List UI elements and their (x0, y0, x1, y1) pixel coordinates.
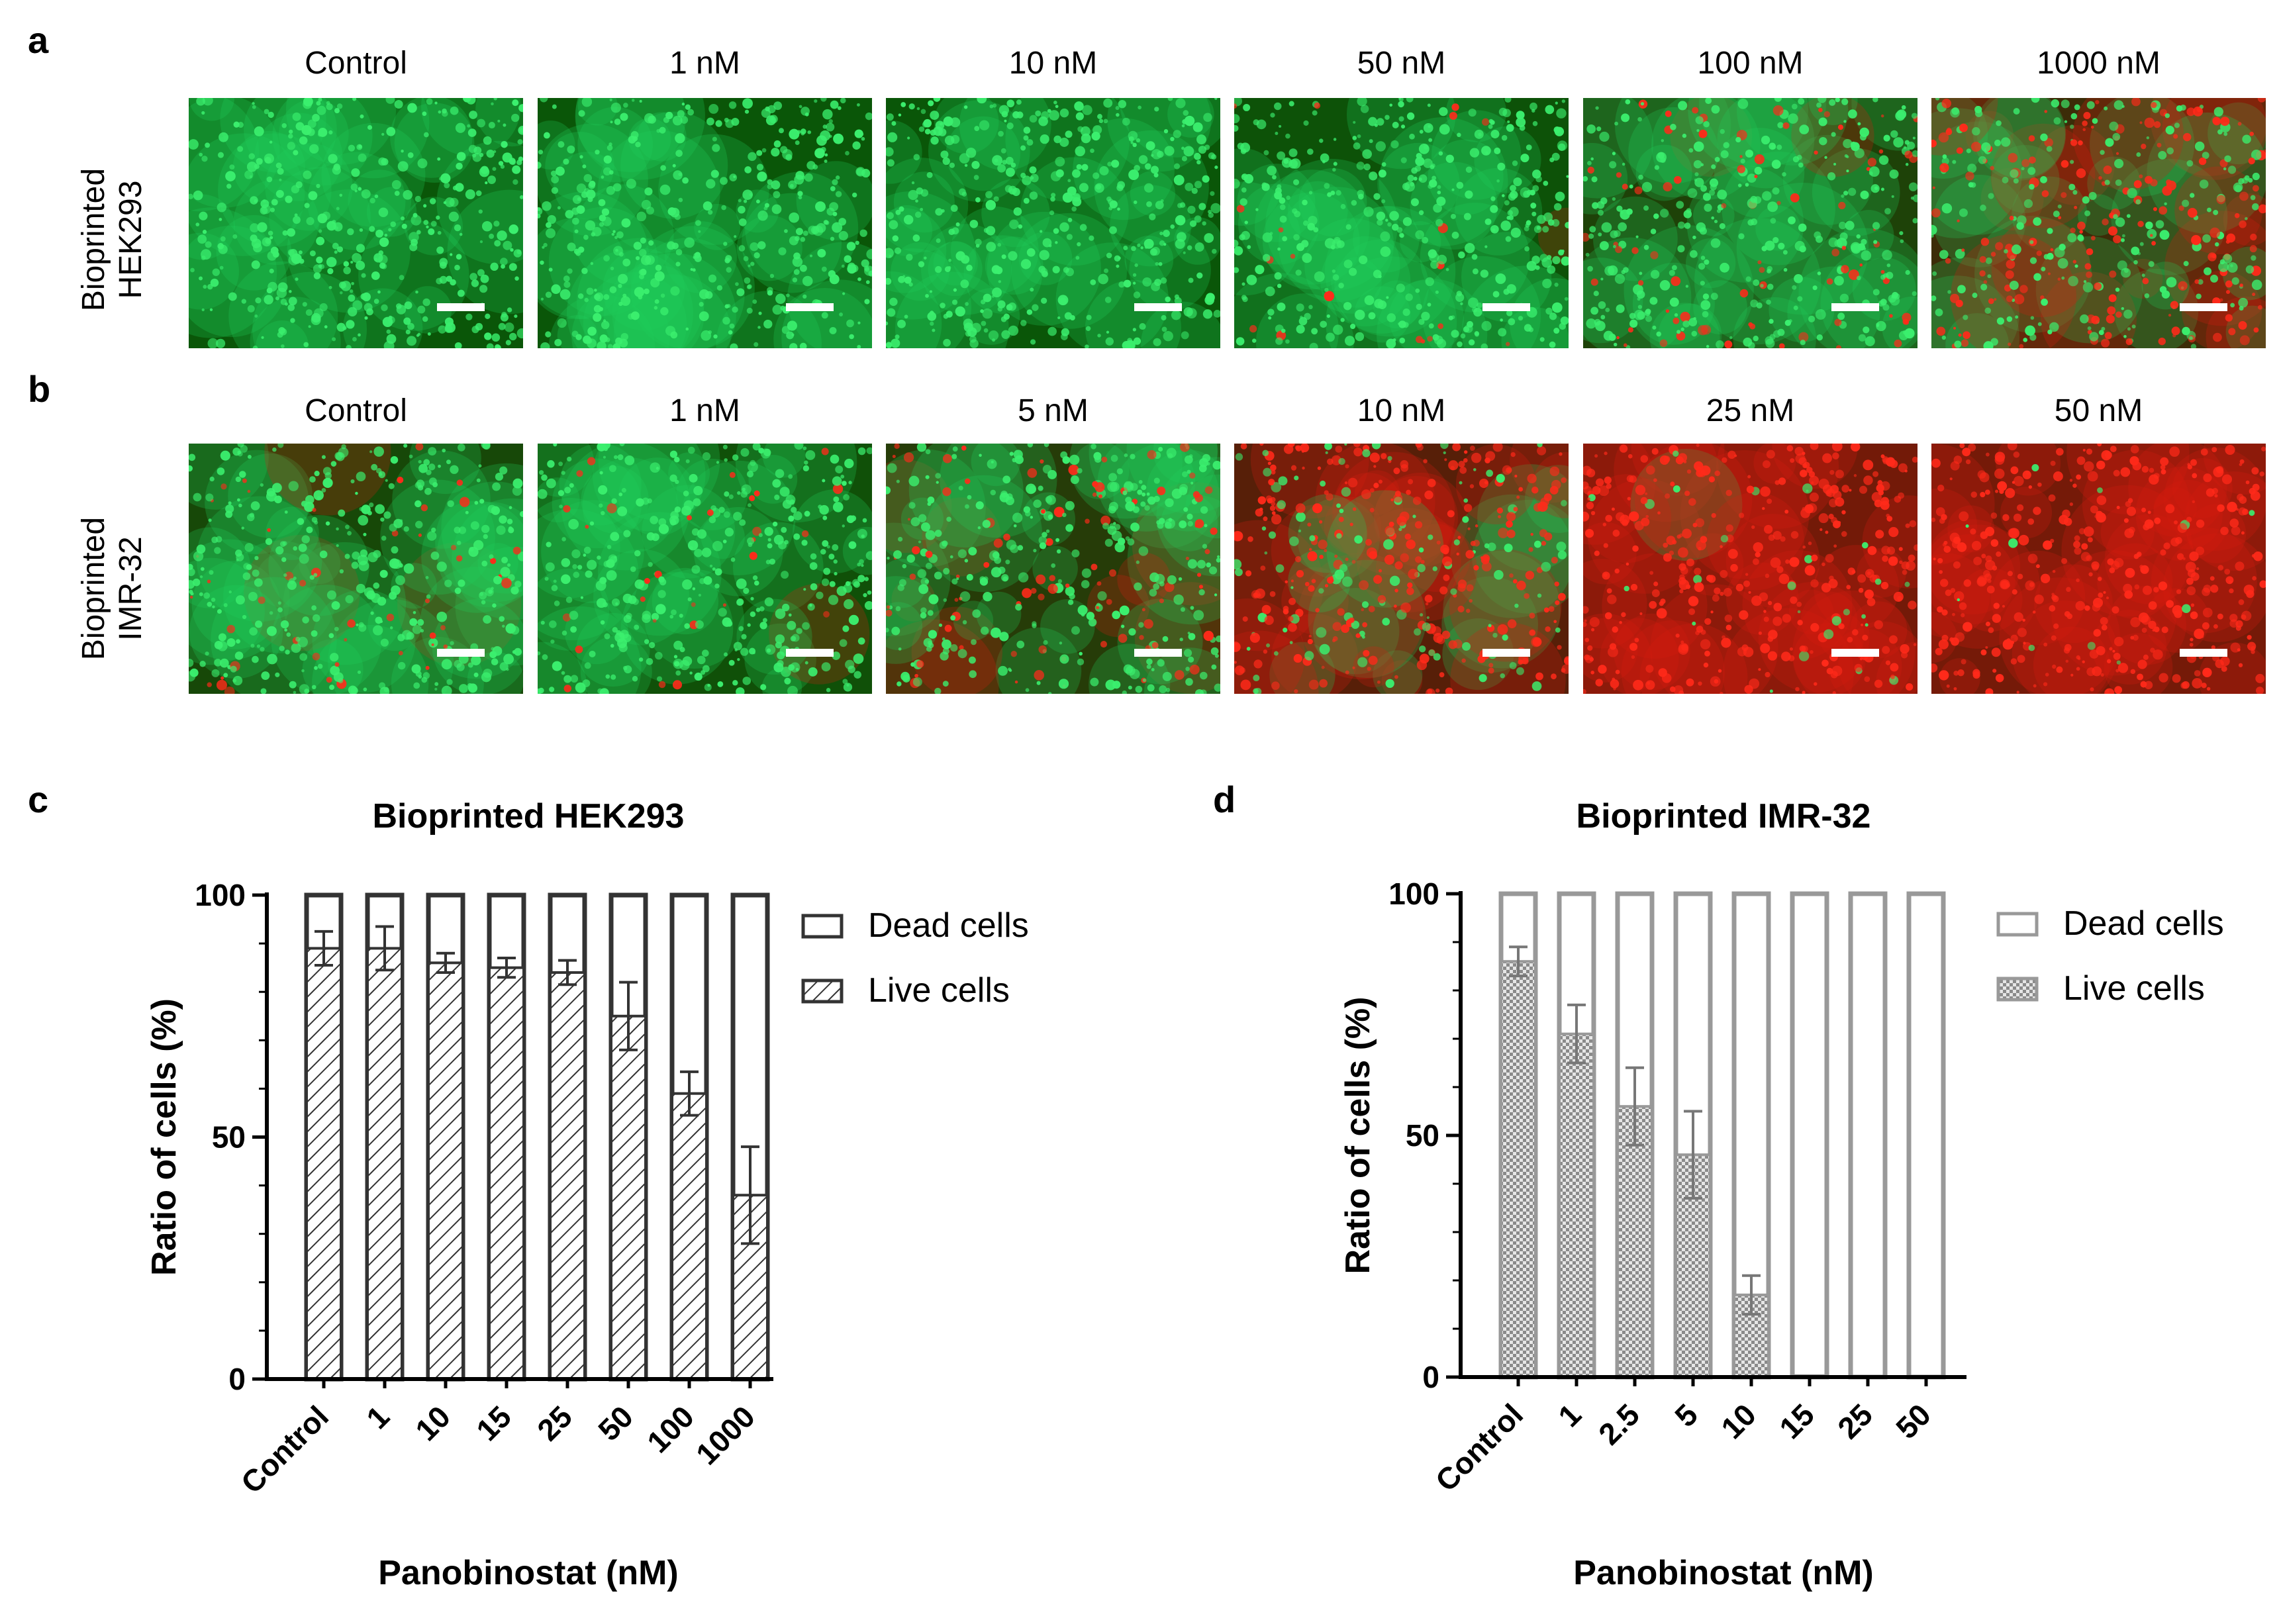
legend-label-live: Live cells (2063, 969, 2205, 1008)
bar-live-cells (1500, 960, 1537, 1378)
y-tick-label: 100 (195, 878, 246, 912)
x-tick-label: 10 (1714, 1397, 1763, 1445)
y-axis-label: Ratio of cells (%) (145, 998, 183, 1276)
panel-letter-b: b (28, 368, 51, 410)
legend-swatch-live (1996, 977, 2039, 1002)
legend-label-dead: Dead cells (868, 906, 1029, 945)
bar-live-cells (610, 1014, 647, 1380)
scale-bar (786, 303, 834, 311)
x-axis-label: Panobinostat (nM) (378, 1554, 679, 1592)
micrograph-image (886, 444, 1220, 694)
scale-bar (1831, 303, 1879, 311)
micrograph-image (538, 444, 872, 694)
micrograph-image (189, 444, 523, 694)
legend-label-live: Live cells (868, 971, 1010, 1010)
x-tick-label: 10 (409, 1399, 457, 1447)
micrograph-label: 100 nM (1697, 46, 1804, 81)
bar-live-cells (549, 971, 586, 1380)
y-axis-label: Ratio of cells (%) (1339, 997, 1377, 1274)
micrograph-image (1234, 444, 1569, 694)
scale-bar (786, 649, 834, 657)
y-tick-label: 50 (212, 1120, 246, 1155)
bar-live-cells (427, 961, 464, 1380)
bar-live-cells (488, 966, 525, 1380)
panel-letter-a: a (28, 19, 49, 61)
micrograph-label: 1000 nM (2037, 46, 2160, 81)
micrograph-label: 10 nM (1357, 393, 1446, 428)
legend-swatch-dead (1996, 912, 2039, 937)
legend-swatch-live (801, 979, 844, 1004)
x-tick-label: 1000 (689, 1399, 761, 1471)
micrograph-image (1931, 444, 2266, 694)
x-tick-label: 50 (1889, 1397, 1937, 1445)
chart-title: Bioprinted HEK293 (373, 797, 685, 836)
x-tick-label: 50 (591, 1399, 640, 1447)
bar-live-cells (671, 1092, 708, 1380)
bar-live-cells (1616, 1105, 1653, 1378)
y-tick-label: 0 (1422, 1360, 1439, 1394)
x-tick-label: Control (1429, 1397, 1529, 1498)
x-tick-label: 2.5 (1592, 1397, 1646, 1451)
micrograph-image (886, 98, 1220, 348)
x-tick-label: 5 (1668, 1397, 1704, 1433)
micrograph-label: Control (305, 393, 407, 428)
bar-dead-cells (1790, 891, 1829, 1380)
x-tick-label: 25 (530, 1399, 579, 1447)
micrograph-image (1583, 98, 1917, 348)
scale-bar (2180, 649, 2227, 657)
x-tick-label: Control (234, 1399, 335, 1500)
bar-dead-cells (1906, 891, 1946, 1380)
micrograph-label: 10 nM (1008, 46, 1098, 81)
micrograph-image (189, 98, 523, 348)
scale-bar (1134, 649, 1182, 657)
scale-bar (437, 303, 485, 311)
x-tick-label: 15 (469, 1399, 518, 1447)
scale-bar (437, 649, 485, 657)
scale-bar (1482, 303, 1530, 311)
scale-bar (2180, 303, 2227, 311)
x-tick-label: 100 (640, 1399, 701, 1459)
chart-title: Bioprinted IMR-32 (1577, 797, 1871, 836)
micrograph-label: 1 nM (669, 393, 740, 428)
micrograph-image (538, 98, 872, 348)
x-tick-label: 1 (360, 1399, 396, 1435)
x-axis-label: Panobinostat (nM) (1573, 1554, 1874, 1592)
micrograph-label: 50 nM (1357, 46, 1446, 81)
bar-live-cells (366, 947, 403, 1381)
x-tick-label: 1 (1551, 1397, 1588, 1433)
x-tick-label: 25 (1831, 1397, 1879, 1445)
panel-letter-c: c (28, 779, 49, 820)
bar-live-cells (1558, 1032, 1595, 1378)
legend-label-dead: Dead cells (2063, 904, 2224, 943)
bar-dead-cells (1848, 891, 1888, 1380)
micrograph-label: 50 nM (2054, 393, 2143, 428)
micrograph-label: Control (305, 46, 407, 81)
micrograph-image (1234, 98, 1569, 348)
y-tick-label: 50 (1406, 1118, 1439, 1153)
panel-letter-d: d (1213, 779, 1236, 820)
micrograph-label: 25 nM (1706, 393, 1795, 428)
micrograph-image (1931, 98, 2266, 348)
scale-bar (1134, 303, 1182, 311)
legend-swatch-dead (801, 914, 844, 939)
scale-bar (1482, 649, 1530, 657)
micrograph-label: 1 nM (669, 46, 740, 81)
scale-bar (1831, 649, 1879, 657)
micrograph-image (1583, 444, 1917, 694)
y-tick-label: 100 (1388, 877, 1439, 911)
micrograph-label: 5 nM (1018, 393, 1089, 428)
x-tick-label: 15 (1772, 1397, 1821, 1445)
bar-live-cells (305, 947, 342, 1381)
y-tick-label: 0 (228, 1362, 246, 1396)
